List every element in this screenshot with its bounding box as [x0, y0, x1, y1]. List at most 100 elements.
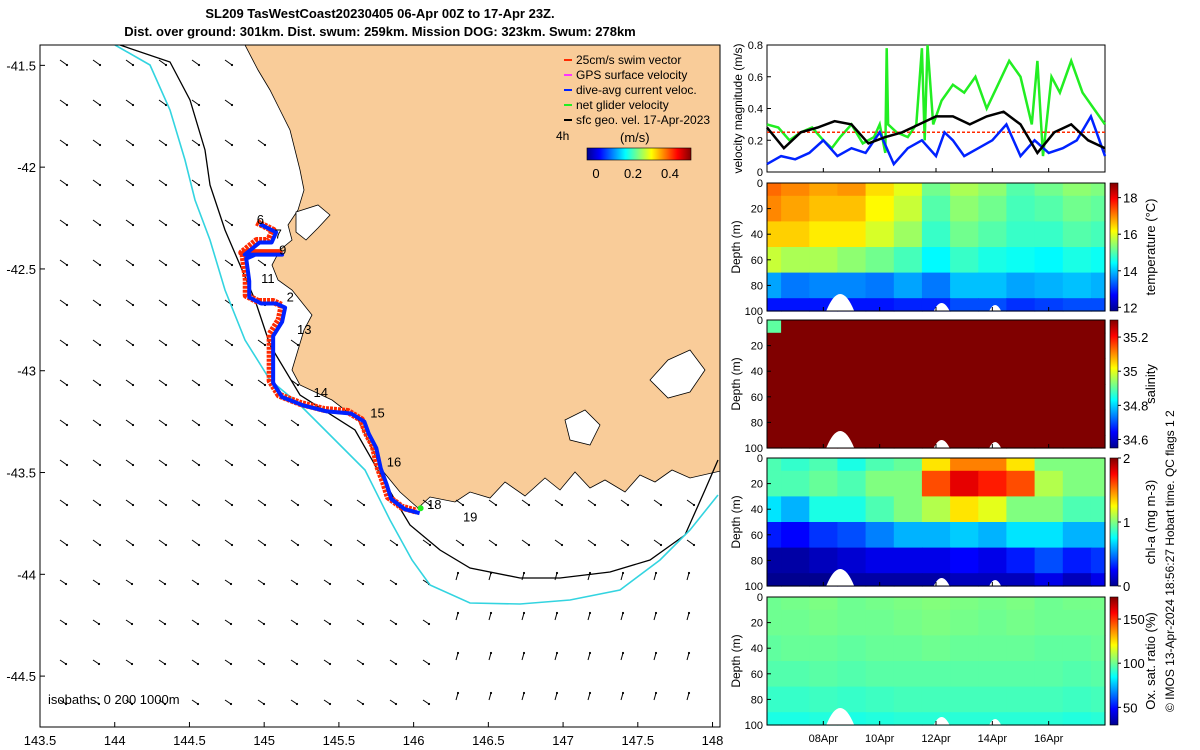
heatmap-ytick-label: 100: [745, 443, 763, 455]
heatmap-cell: [1090, 183, 1106, 197]
vector-arrow: [92, 299, 101, 306]
heatmap-cell: [978, 320, 1008, 334]
vector-arrow: [191, 179, 200, 186]
track-day-label: 9: [279, 243, 286, 258]
vector-arrow: [125, 219, 134, 226]
vector-arrow: [125, 99, 134, 106]
vector-arrow: [554, 572, 558, 581]
heatmap-cell: [978, 183, 1008, 197]
vector-arrow-head: [329, 503, 333, 507]
map-ytick-label: -41.5: [6, 58, 36, 73]
heatmap-ytick-label: 40: [751, 643, 763, 655]
vector-arrow: [323, 499, 332, 506]
vector-arrow: [356, 619, 364, 625]
vector-arrow-head: [263, 423, 267, 427]
heatmap-cell: [767, 195, 782, 222]
vector-arrow-head: [65, 103, 69, 107]
colorbar-tick-label: 150: [1123, 612, 1145, 627]
vector-arrow: [191, 659, 199, 665]
vector-arrow-head: [692, 503, 696, 507]
time-axis-label: 10Apr: [865, 733, 895, 745]
heatmap-cell: [893, 686, 923, 713]
heatmap-cell: [1062, 247, 1092, 274]
vector-arrow-head: [230, 223, 234, 227]
map-xtick-label: 145.5: [323, 733, 356, 748]
heatmap-cell: [781, 597, 810, 611]
vector-arrow: [92, 659, 100, 665]
vector-arrow-head: [687, 571, 691, 575]
map-ytick-label: -42.5: [6, 262, 36, 277]
heatmap-cell: [1034, 247, 1064, 274]
vector-arrow-head: [295, 622, 299, 626]
heatmap-cell: [837, 522, 867, 549]
seabed-bump: [826, 708, 855, 725]
heatmap-ytick-label: 60: [751, 392, 763, 404]
vector-arrow: [389, 659, 397, 665]
heatmap-cell: [893, 298, 923, 312]
heatmap-cell: [837, 609, 867, 636]
heatmap-cell: [781, 470, 810, 497]
vector-arrow-head: [164, 383, 168, 387]
colorbar-tick-label: 12: [1123, 300, 1137, 315]
vector-arrow-head: [588, 611, 592, 615]
colorbar-tick-label: 34.6: [1123, 432, 1148, 447]
heatmap-cell: [809, 470, 839, 497]
vector-arrow-head: [522, 691, 526, 695]
heatmap-cell: [1006, 661, 1036, 688]
vector-arrow: [290, 499, 299, 506]
heatmap-cell: [950, 458, 979, 472]
heatmap-ytick-label: 80: [751, 555, 763, 567]
vector-arrow-head: [197, 383, 201, 387]
heatmap-cell: [950, 470, 979, 497]
vector-arrow-head: [131, 343, 135, 347]
vector-arrow: [92, 179, 101, 186]
heatmap-cell: [1062, 470, 1092, 497]
vector-arrow-head: [164, 103, 168, 107]
vector-arrow-head: [65, 383, 69, 387]
vector-arrow-head: [427, 702, 431, 706]
heatmap-cell: [837, 384, 867, 411]
heatmap-cell: [1034, 609, 1064, 636]
track-day-label: 18: [427, 497, 441, 512]
heatmap-cell: [1034, 712, 1064, 726]
heatmap-cell: [1034, 597, 1064, 611]
vector-arrow: [488, 652, 492, 661]
vector-arrow: [224, 99, 233, 106]
vector-arrow: [92, 539, 101, 546]
vector-arrow: [59, 299, 68, 306]
heatmap-cell: [865, 597, 895, 611]
vector-arrow: [455, 652, 459, 661]
heatmap-cell: [1006, 547, 1036, 574]
vector-arrow: [653, 572, 657, 581]
vector-arrow-head: [593, 543, 597, 547]
vector-arrow: [257, 619, 265, 625]
heatmap-cell: [781, 298, 810, 312]
vector-arrow-head: [164, 143, 168, 147]
vector-arrow: [323, 619, 331, 625]
vector-arrow: [653, 499, 662, 506]
heatmap-cell: [1034, 435, 1064, 449]
map-frame: [39, 44, 721, 728]
heatmap-cell: [1006, 635, 1036, 662]
heatmap-cell: [1034, 221, 1064, 248]
vector-arrow-head: [196, 662, 200, 666]
heatmap-cell: [893, 712, 923, 726]
vector-arrow-head: [98, 423, 102, 427]
vector-arrow-head: [98, 463, 102, 467]
vector-arrow-head: [230, 263, 234, 267]
vector-arrow: [389, 699, 397, 705]
vector-arrow: [59, 259, 68, 266]
heatmap-cell: [978, 609, 1008, 636]
vector-arrow: [224, 339, 233, 346]
map-ytick-label: -43: [17, 364, 36, 379]
heatmap-cell: [781, 573, 810, 587]
legend-label: net glider velocity: [576, 98, 669, 112]
heatmap-cell: [1090, 712, 1106, 726]
vector-arrow: [92, 59, 101, 66]
heatmap-cell: [1006, 221, 1036, 248]
heatmap-cell: [781, 458, 810, 472]
heatmap-cell: [1090, 635, 1106, 662]
heatmap-cell: [767, 661, 782, 688]
heatmap-cell: [1006, 609, 1036, 636]
